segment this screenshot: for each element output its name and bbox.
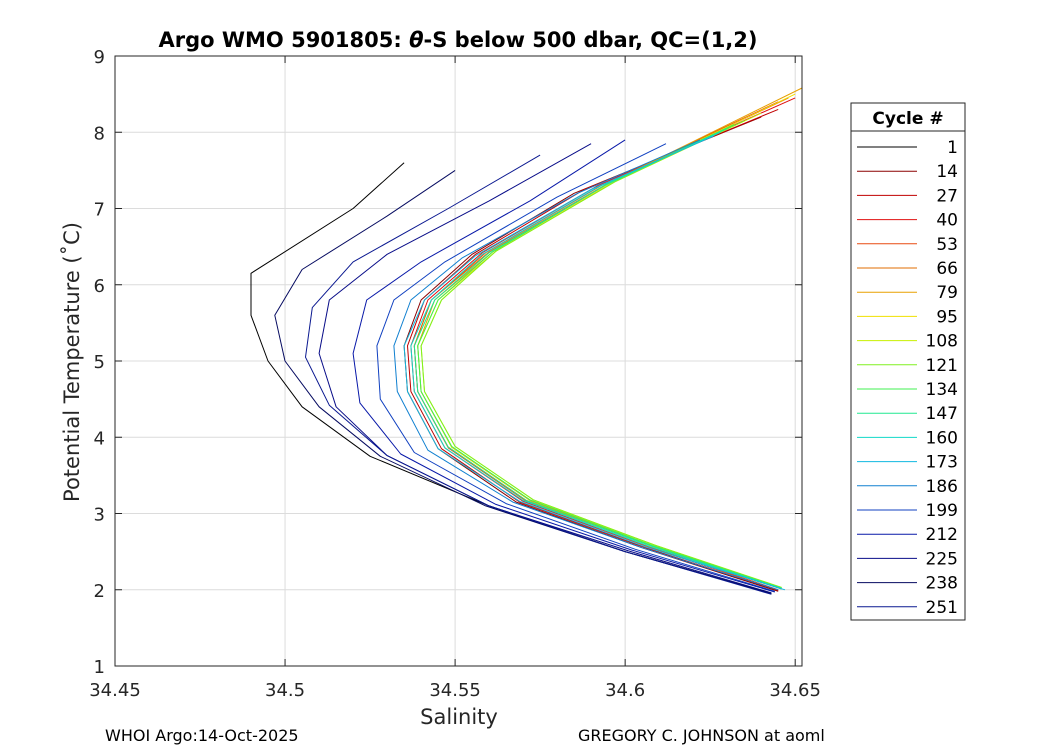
x-axis-label: Salinity [420, 705, 498, 729]
y-tick-label: 1 [94, 657, 105, 678]
legend-label-147: 147 [926, 404, 958, 424]
legend-label-121: 121 [926, 356, 958, 376]
series-line-cycle-212 [352, 139, 775, 593]
series-line-cycle-225 [318, 143, 772, 594]
legend-label-27: 27 [936, 186, 958, 206]
legend-label-40: 40 [936, 211, 958, 231]
legend-label-160: 160 [926, 428, 958, 448]
legend-label-251: 251 [926, 598, 958, 618]
chart-title: Argo WMO 5901805: θ-S below 500 dbar, QC… [158, 28, 757, 52]
footer-left: WHOI Argo:14-Oct-2025 [105, 726, 299, 745]
legend-label-53: 53 [936, 235, 958, 255]
grid-lines [115, 56, 802, 666]
legend-label-225: 225 [926, 549, 958, 569]
series-line-cycle-238 [274, 169, 772, 595]
legend-label-108: 108 [926, 332, 958, 352]
y-tick-label: 9 [94, 47, 105, 68]
legend-label-199: 199 [926, 501, 958, 521]
series-line-cycle-147 [413, 127, 782, 589]
legend-label-1: 1 [947, 138, 958, 158]
series-line-cycle-27 [407, 108, 779, 591]
y-tick-label: 6 [94, 276, 105, 297]
legend-label-186: 186 [926, 477, 958, 497]
legend-label-66: 66 [936, 259, 958, 279]
legend: Cycle # 1 14 27 40 53 66 79 95 108 121 134 147 160 17… [850, 102, 966, 621]
legend-label-212: 212 [926, 525, 958, 545]
legend-label-134: 134 [926, 380, 958, 400]
series-line-cycle-173 [403, 135, 786, 591]
axis-ticks: 34.45 34.5 34.55 34.6 34.65 1 2 3 4 5 6 7 8 9 [89, 47, 821, 701]
series-line-cycle-160 [410, 131, 782, 590]
footer-right: GREGORY C. JOHNSON at aoml [578, 726, 825, 745]
x-tick-label: 34.65 [769, 680, 821, 701]
legend-label-238: 238 [926, 574, 958, 594]
series-group [250, 87, 803, 595]
series-line-cycle-186 [393, 139, 779, 591]
legend-label-79: 79 [936, 283, 958, 303]
y-tick-label: 2 [94, 581, 105, 602]
x-tick-label: 34.55 [429, 680, 481, 701]
x-tick-label: 34.5 [265, 680, 305, 701]
y-tick-label: 8 [94, 123, 105, 144]
y-tick-label: 7 [94, 200, 105, 221]
y-tick-label: 4 [94, 428, 105, 449]
series-line-cycle-251 [305, 154, 772, 595]
legend-title: Cycle # [872, 109, 943, 129]
legend-label-14: 14 [936, 162, 958, 182]
y-axis-label: Potential Temperature (˚C) [60, 222, 84, 502]
x-tick-label: 34.45 [89, 680, 141, 701]
series-line-cycle-121 [420, 120, 782, 588]
legend-label-173: 173 [926, 453, 958, 473]
legend-label-95: 95 [936, 307, 958, 327]
y-tick-label: 5 [94, 352, 105, 373]
x-tick-label: 34.6 [605, 680, 645, 701]
y-tick-label: 3 [94, 505, 105, 526]
series-line-cycle-199 [376, 143, 775, 592]
